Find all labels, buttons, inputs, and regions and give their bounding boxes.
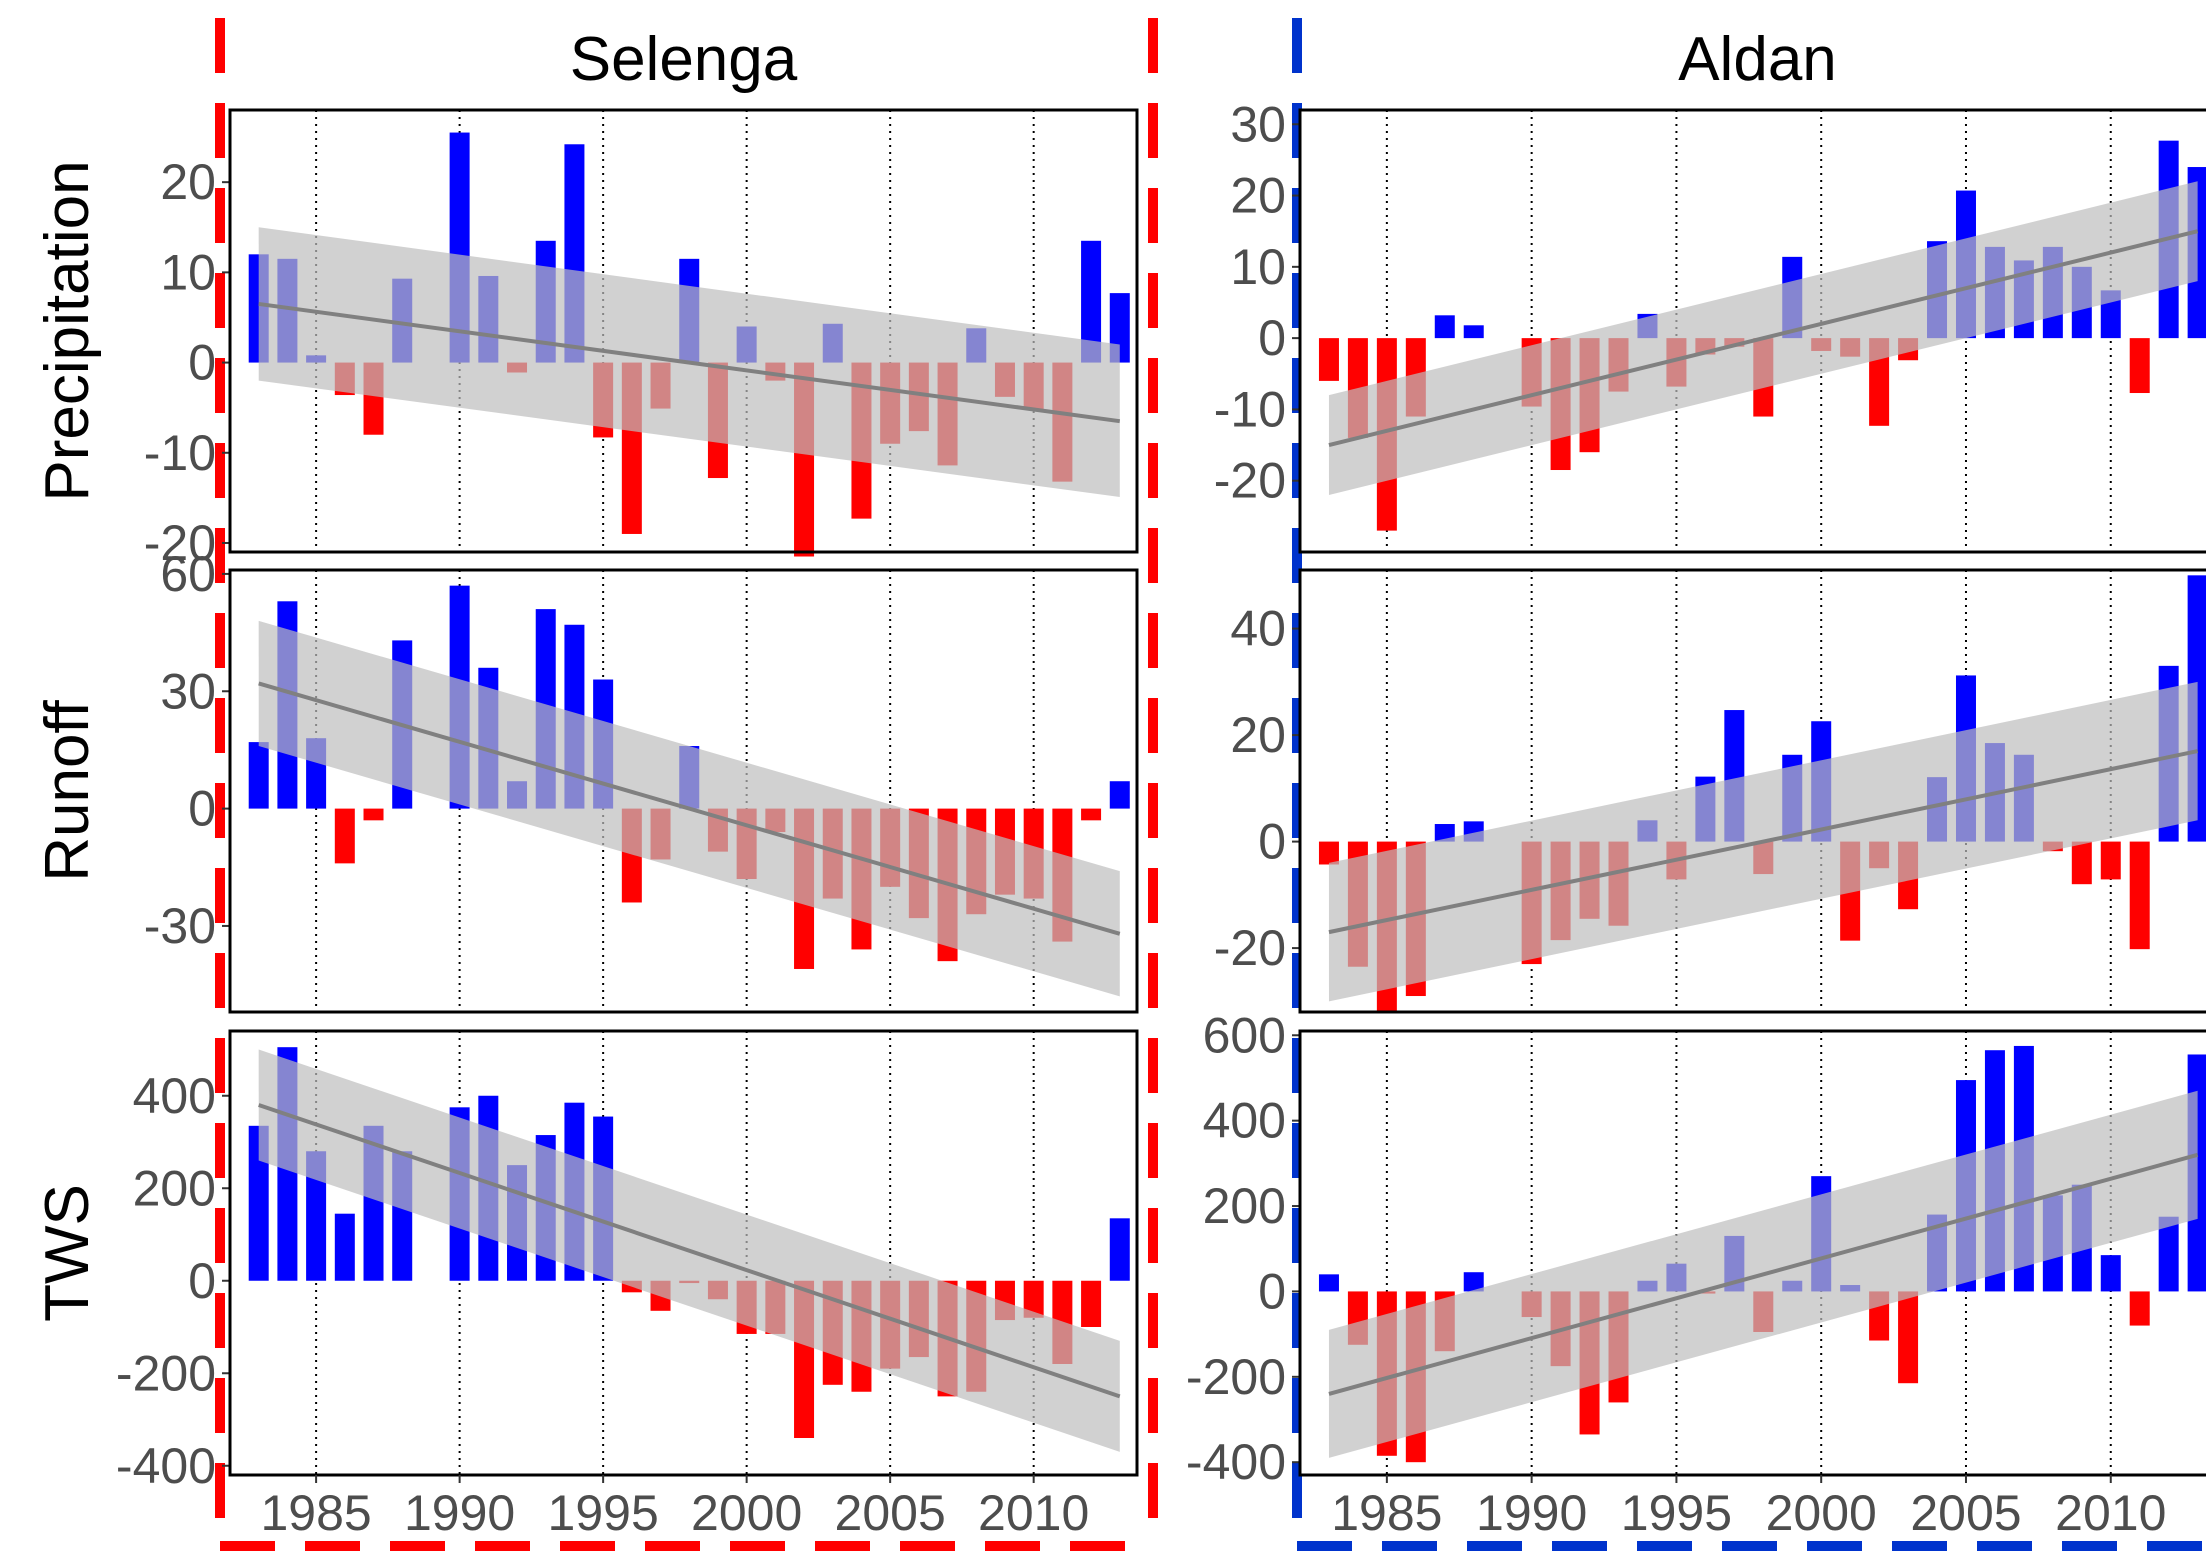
x-tick-label: 1985 xyxy=(260,1485,371,1541)
x-tick-label: 1990 xyxy=(404,1485,515,1541)
y-tick-label: -200 xyxy=(1186,1349,1286,1405)
y-tick-label: 10 xyxy=(1230,239,1286,295)
y-tick-label: 20 xyxy=(1230,168,1286,224)
x-tick-label: 1995 xyxy=(548,1485,659,1541)
bar-2003 xyxy=(1898,1291,1919,1384)
bar-1983 xyxy=(248,1125,269,1281)
basin-frames xyxy=(215,18,2206,1551)
bar-1983 xyxy=(1318,1274,1339,1292)
bar-1987 xyxy=(363,808,384,821)
panel-border xyxy=(1298,568,2206,1014)
row-title-runoff: Runoff xyxy=(33,699,102,881)
trend-line xyxy=(1328,1152,2199,1396)
y-tick-label: 20 xyxy=(160,154,216,210)
y-tick-label: -20 xyxy=(1214,453,1286,509)
bar-1983 xyxy=(1318,841,1339,865)
y-tick-label: 600 xyxy=(1203,1007,1286,1063)
y-tick-label: -30 xyxy=(144,898,216,954)
y-tick-label: -10 xyxy=(1214,381,1286,437)
bar-1988 xyxy=(1463,325,1484,339)
x-tick-label: 1995 xyxy=(1621,1485,1732,1541)
panel-border xyxy=(228,108,1139,554)
y-tick-label: 40 xyxy=(1230,601,1286,657)
y-tick-label: -10 xyxy=(144,425,216,481)
panel-aldan-runoff: -20 0 20 40 xyxy=(1214,568,2206,1014)
y-tick-label: 400 xyxy=(1203,1093,1286,1149)
x-tick-label: 2010 xyxy=(978,1485,1089,1541)
y-tick-label: 0 xyxy=(188,781,216,837)
y-tick-label: -400 xyxy=(1186,1434,1286,1490)
bar-1988 xyxy=(1463,1272,1484,1292)
y-tick-label: -20 xyxy=(1214,920,1286,976)
row-title-tws: TWS xyxy=(33,1184,102,1322)
panel-selenga-precipitation: -20 -10 0 10 20 xyxy=(144,108,1139,571)
bar-1983 xyxy=(1318,338,1339,381)
y-tick-label: 10 xyxy=(160,244,216,300)
bar-1986 xyxy=(334,808,355,864)
bar-1986 xyxy=(334,1213,355,1281)
y-tick-label: 0 xyxy=(1258,310,1286,366)
panel-border xyxy=(228,568,1139,1014)
bar-2012 xyxy=(1081,1280,1102,1327)
column-title-selenga: Selenga xyxy=(570,25,798,94)
bar-2011 xyxy=(2129,338,2150,394)
y-tick-label: 30 xyxy=(160,663,216,719)
panel-border xyxy=(1298,108,2206,554)
bar-2010 xyxy=(1023,1280,1044,1318)
bar-2011 xyxy=(2129,841,2150,950)
trend-line xyxy=(258,301,1121,424)
x-axis-labels: 1985 1990 1995 2000 2005 2010 1985 1990 1995 2000… xyxy=(260,1475,2166,1541)
column-title-aldan: Aldan xyxy=(1678,25,1837,94)
x-tick-label: 1990 xyxy=(1476,1485,1587,1541)
trend-line xyxy=(1328,749,2199,935)
bar-2013 xyxy=(1109,1218,1130,1281)
panel-selenga-tws: -400 -200 0 200 400 xyxy=(116,1029,1139,1494)
panel-aldan-tws: -400 -200 0 200 400 600 xyxy=(1186,1007,2206,1490)
panel-aldan-precipitation: -20 -10 0 10 20 30 xyxy=(1214,96,2206,554)
y-tick-label: 400 xyxy=(133,1068,216,1124)
bar-1987 xyxy=(1434,824,1455,842)
bar-2013 xyxy=(1109,781,1130,809)
y-tick-label: 200 xyxy=(133,1160,216,1216)
x-tick-label: 2000 xyxy=(691,1485,802,1541)
x-tick-label: 1985 xyxy=(1331,1485,1442,1541)
y-tick-label: 0 xyxy=(1258,814,1286,870)
y-tick-label: -20 xyxy=(144,515,216,571)
bar-2009 xyxy=(2071,841,2092,885)
bar-2010 xyxy=(2100,1255,2121,1292)
panel-border xyxy=(1298,1029,2206,1477)
panel-border xyxy=(228,1029,1139,1477)
bar-2012 xyxy=(2158,1216,2179,1292)
trend-line xyxy=(258,681,1121,936)
y-tick-label: 0 xyxy=(1258,1263,1286,1319)
x-tick-label: 2005 xyxy=(835,1485,946,1541)
y-tick-label: -200 xyxy=(116,1345,216,1401)
y-tick-label: 200 xyxy=(1203,1178,1286,1234)
y-tick-label: -400 xyxy=(116,1438,216,1494)
y-tick-label: 30 xyxy=(1230,96,1286,152)
x-tick-label: 2010 xyxy=(2055,1485,2166,1541)
panel-selenga-runoff: -30 0 30 60 xyxy=(144,546,1139,1014)
y-tick-label: 60 xyxy=(160,546,216,602)
bar-2011 xyxy=(2129,1291,2150,1326)
bar-1985 xyxy=(306,1151,327,1281)
bar-1983 xyxy=(248,742,269,809)
y-tick-label: 20 xyxy=(1230,707,1286,763)
bar-1987 xyxy=(1434,315,1455,339)
trend-line xyxy=(258,1103,1121,1399)
y-tick-label: 0 xyxy=(188,1253,216,1309)
panels: -20-1001020-3003060-400-2000200400-20-10… xyxy=(116,96,2206,1494)
trend-line xyxy=(1328,229,2199,448)
bar-2012 xyxy=(1081,808,1102,821)
x-tick-label: 2005 xyxy=(1910,1485,2021,1541)
row-title-precipitation: Precipitation xyxy=(33,160,102,501)
x-tick-label: 2000 xyxy=(1766,1485,1877,1541)
bar-2010 xyxy=(2100,841,2121,880)
y-tick-label: 0 xyxy=(188,335,216,391)
bar-2012 xyxy=(1081,240,1102,363)
